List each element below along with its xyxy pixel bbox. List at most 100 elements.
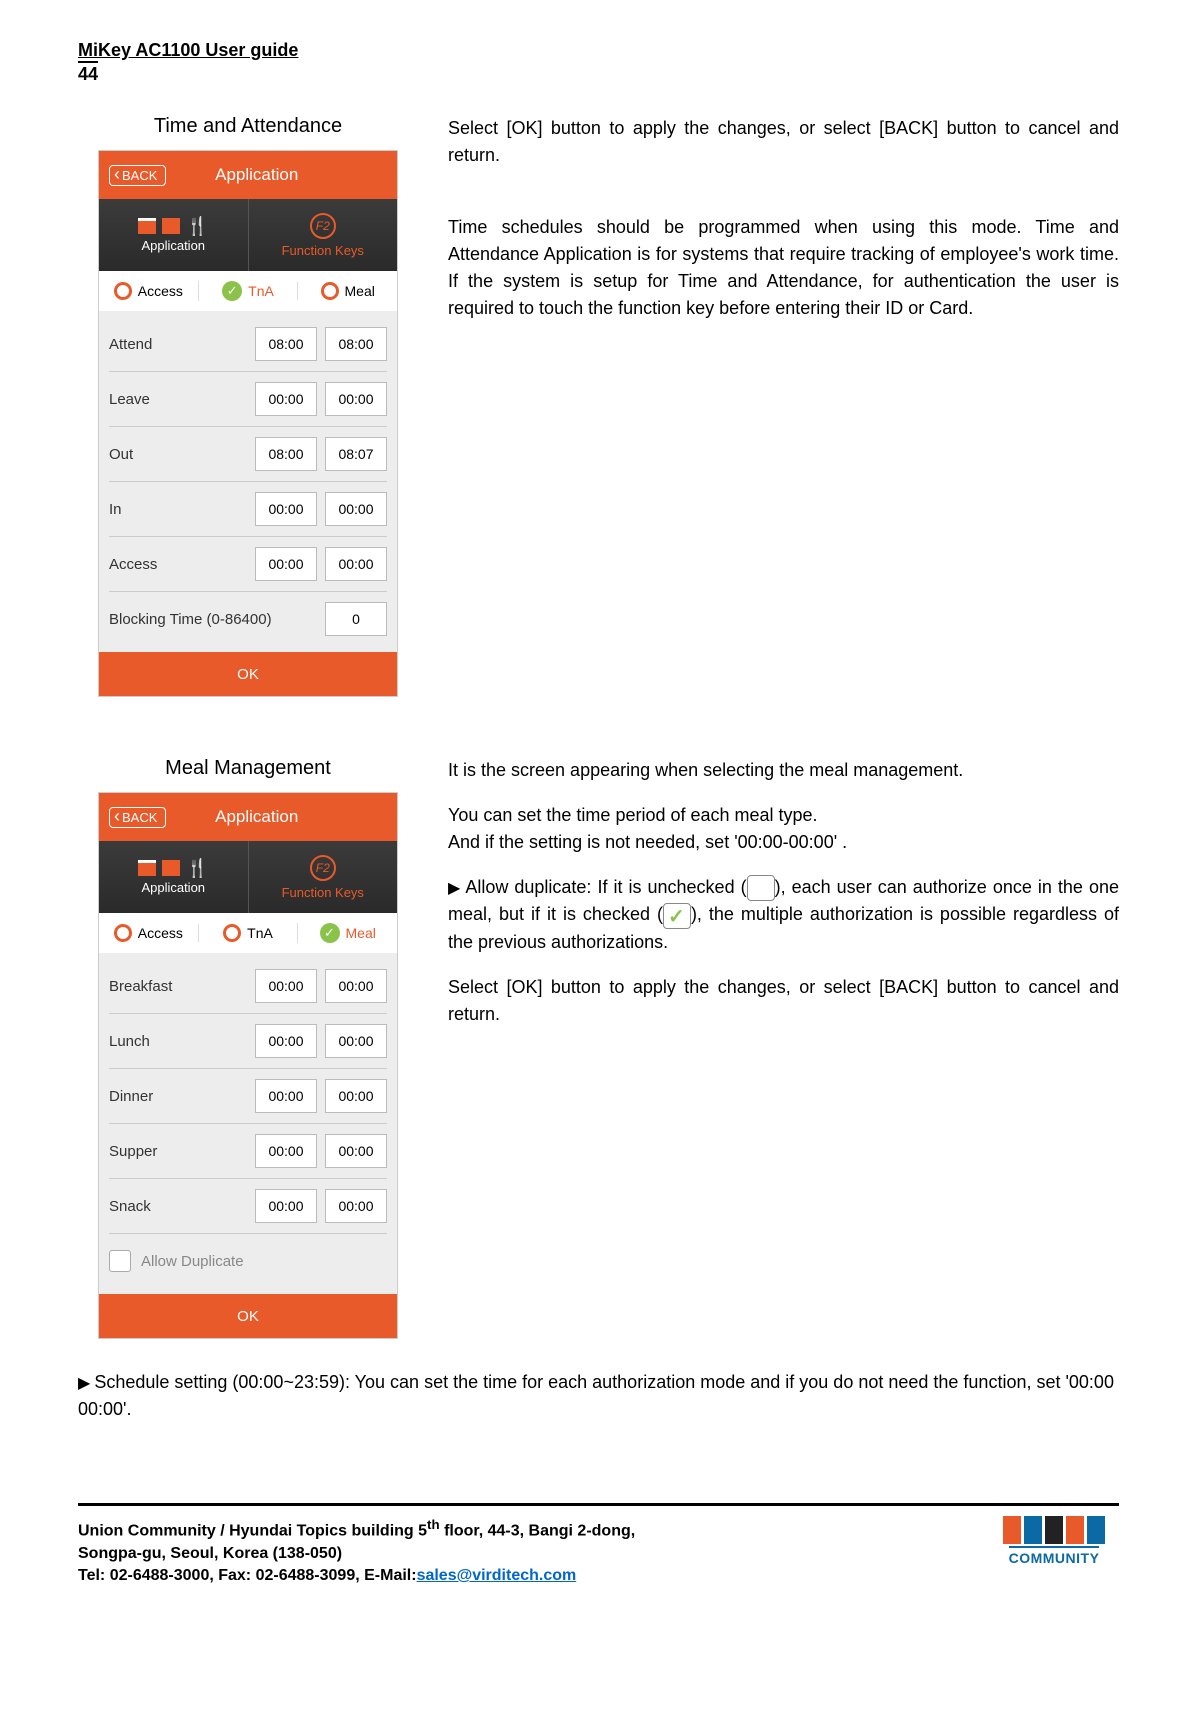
label: Leave — [109, 391, 247, 408]
subtab-meal[interactable]: Meal — [297, 282, 397, 300]
page-footer: Union Community / Hyundai Topics buildin… — [78, 1503, 1119, 1588]
time-to[interactable]: 00:00 — [325, 1134, 387, 1168]
time-to[interactable]: 00:00 — [325, 969, 387, 1003]
label: Blocking Time (0-86400) — [109, 611, 317, 628]
ok-button[interactable]: OK — [99, 652, 397, 696]
titlebar-text: Application — [166, 807, 347, 827]
time-from[interactable]: 08:00 — [255, 327, 317, 361]
subtab-access-label: Access — [138, 925, 183, 941]
s2-para3: Select [OK] button to apply the changes,… — [448, 974, 1119, 1028]
time-from[interactable]: 00:00 — [255, 492, 317, 526]
circle-icon — [223, 924, 241, 942]
check-circle-icon: ✓ — [222, 281, 242, 301]
s1-para1: Select [OK] button to apply the changes,… — [448, 115, 1119, 169]
back-button[interactable]: BACK — [109, 807, 166, 828]
back-button[interactable]: BACK — [109, 165, 166, 186]
checked-box-icon — [663, 903, 691, 929]
checkbox-icon[interactable] — [109, 1250, 131, 1272]
triangle-icon — [448, 877, 465, 897]
tab-application[interactable]: 🍴 Application — [99, 841, 249, 913]
subtab-access-label: Access — [138, 283, 183, 299]
row-out: Out 08:0008:07 — [109, 429, 387, 479]
time-from[interactable]: 08:00 — [255, 437, 317, 471]
row-supper: Supper00:0000:00 — [109, 1126, 387, 1176]
tab-function-keys[interactable]: F2 Function Keys — [249, 841, 398, 913]
page-number: 44 — [78, 61, 98, 85]
s2-bullet: Allow duplicate: If it is unchecked (), … — [448, 874, 1119, 956]
subtab-tna[interactable]: ✓ TnA — [198, 281, 298, 301]
section2-title: Meal Management — [78, 757, 418, 780]
row-snack: Snack 00:0000:00 — [109, 1181, 387, 1231]
device-titlebar: BACK Application — [99, 151, 397, 199]
device-titlebar: BACK Application — [99, 793, 397, 841]
section1-title: Time and Attendance — [78, 115, 418, 138]
device-tna: BACK Application 🍴 Application F2 Functi… — [98, 150, 398, 697]
footer-sup: th — [427, 1517, 440, 1532]
allow-duplicate-row[interactable]: Allow Duplicate — [109, 1236, 387, 1286]
time-from[interactable]: 00:00 — [255, 547, 317, 581]
row-access: Access 00:0000:00 — [109, 539, 387, 589]
s2-para1: It is the screen appearing when selectin… — [448, 757, 1119, 784]
footer-l3a: Tel: 02-6488-3000, Fax: 02-6488-3099, E-… — [78, 1567, 417, 1584]
circle-icon — [321, 282, 339, 300]
logo-text: COMMUNITY — [1009, 1546, 1100, 1566]
label: In — [109, 501, 247, 518]
row-in: In 00:0000:00 — [109, 484, 387, 534]
label: Breakfast — [109, 978, 247, 995]
subtab-meal[interactable]: ✓Meal — [297, 923, 397, 943]
blocking-value[interactable]: 0 — [325, 602, 387, 636]
f2-icon: F2 — [310, 213, 336, 239]
tab-application[interactable]: 🍴 Application — [99, 199, 249, 271]
tab-function-keys[interactable]: F2 Function Keys — [249, 199, 398, 271]
time-to[interactable]: 00:00 — [325, 1189, 387, 1223]
page-header: MiKey AC1100 User guide 44 — [78, 40, 1119, 85]
row-lunch: Lunch00:0000:00 — [109, 1016, 387, 1066]
tab-app-label: Application — [141, 880, 205, 895]
schedule-text: Schedule setting (00:00~23:59): You can … — [78, 1372, 1114, 1419]
time-to[interactable]: 00:00 — [325, 1024, 387, 1058]
tab-app-label: Application — [141, 238, 205, 253]
time-to[interactable]: 00:00 — [325, 492, 387, 526]
time-from[interactable]: 00:00 — [255, 1134, 317, 1168]
schedule-note: Schedule setting (00:00~23:59): You can … — [78, 1369, 1119, 1423]
tab-fk-label: Function Keys — [282, 885, 364, 900]
time-from[interactable]: 00:00 — [255, 969, 317, 1003]
ok-button[interactable]: OK — [99, 1294, 397, 1338]
label: Out — [109, 446, 247, 463]
device-meal: BACK Application 🍴 Application F2 Functi… — [98, 792, 398, 1339]
footer-email[interactable]: sales@virditech.com — [417, 1567, 577, 1584]
bullet-text-a: Allow duplicate: If it is unchecked ( — [465, 877, 746, 897]
circle-icon — [114, 282, 132, 300]
document-icon — [162, 218, 180, 234]
time-from[interactable]: 00:00 — [255, 382, 317, 416]
label: Snack — [109, 1198, 247, 1215]
calendar-icon — [138, 860, 156, 876]
allow-dup-label: Allow Duplicate — [141, 1253, 244, 1270]
fork-icon: 🍴 — [186, 860, 208, 876]
time-to[interactable]: 08:00 — [325, 327, 387, 361]
label: Access — [109, 556, 247, 573]
chevron-left-icon — [114, 168, 120, 183]
time-from[interactable]: 00:00 — [255, 1024, 317, 1058]
footer-l1: Union Community / Hyundai Topics buildin… — [78, 1522, 427, 1539]
subtab-access[interactable]: Access — [99, 924, 198, 942]
subtab-access[interactable]: Access — [99, 282, 198, 300]
fork-icon: 🍴 — [186, 218, 208, 234]
subtab-tna[interactable]: TnA — [198, 924, 298, 942]
circle-icon — [114, 924, 132, 942]
row-dinner: Dinner00:0000:00 — [109, 1071, 387, 1121]
s2-para2b: And if the setting is not needed, set '0… — [448, 829, 1119, 856]
time-to[interactable]: 00:00 — [325, 382, 387, 416]
time-from[interactable]: 00:00 — [255, 1079, 317, 1113]
triangle-icon — [78, 1372, 94, 1392]
document-icon — [162, 860, 180, 876]
subtab-tna-label: TnA — [248, 283, 274, 299]
time-to[interactable]: 00:00 — [325, 1079, 387, 1113]
back-label: BACK — [122, 168, 157, 183]
time-to[interactable]: 08:07 — [325, 437, 387, 471]
calendar-icon — [138, 218, 156, 234]
time-from[interactable]: 00:00 — [255, 1189, 317, 1223]
subtab-meal-label: Meal — [346, 925, 376, 941]
time-to[interactable]: 00:00 — [325, 547, 387, 581]
company-logo: COMMUNITY — [989, 1516, 1119, 1570]
